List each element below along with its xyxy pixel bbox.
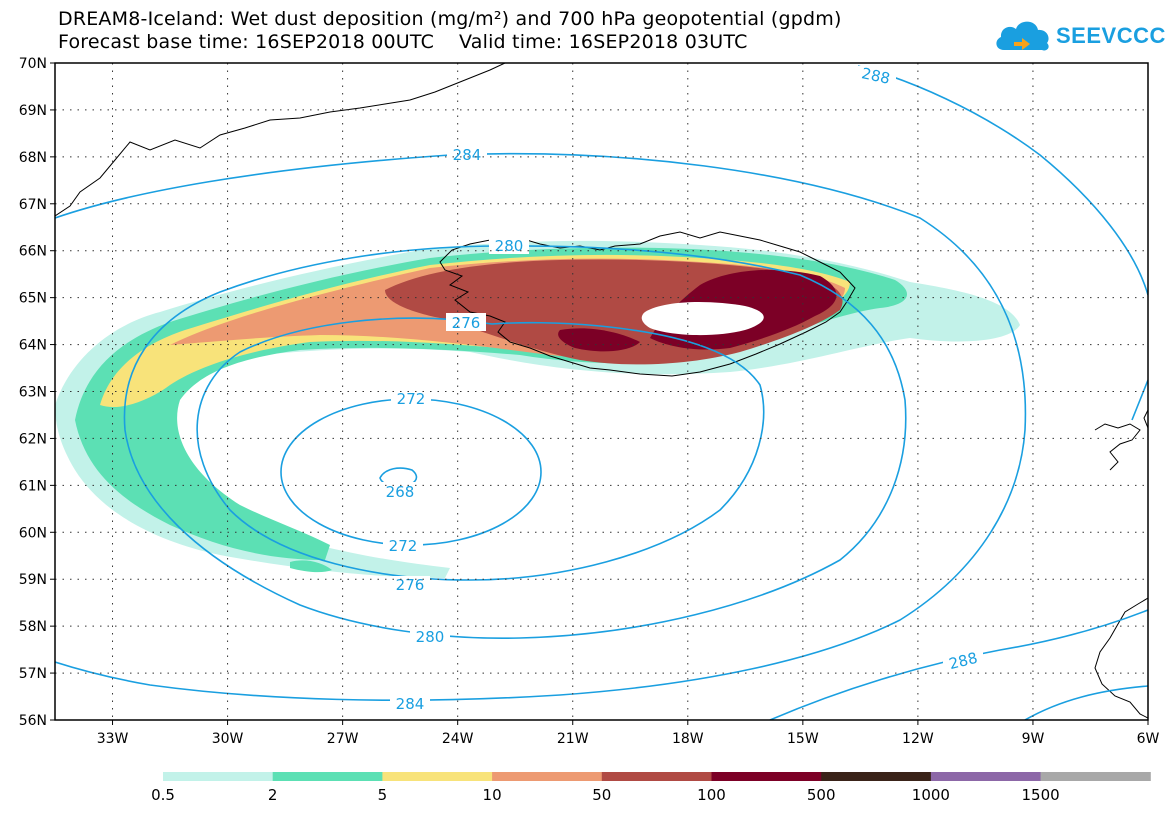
latitude-label: 62N (19, 431, 47, 447)
map-frame (54, 62, 1149, 721)
deposition-gap (641, 302, 764, 336)
legend-swatch (711, 772, 822, 781)
color-legend: 0.5 2 5 10 50 100 500 1000 1500 (151, 772, 1151, 804)
legend-swatch (930, 772, 1042, 781)
latitude-label: 58N (19, 619, 47, 635)
contour-288-corner (1024, 685, 1148, 720)
latitude-label: 69N (19, 103, 47, 119)
contour-label-276: 276 (452, 314, 481, 332)
legend-swatch (382, 772, 493, 781)
contour-labels: 268 272 272 276 276 280 280 284 284 288 … (381, 64, 983, 713)
latitude-label: 64N (19, 338, 47, 354)
longitude-label: 12W (902, 731, 934, 747)
iceland-coastline (439, 231, 856, 377)
graticule (55, 63, 1148, 720)
legend-label: 10 (483, 786, 502, 804)
contour-288-right (1131, 379, 1148, 421)
deposition-band-100 (558, 328, 640, 352)
logo-wordmark: SEEVCCC (1056, 23, 1166, 48)
legend-swatch (601, 772, 712, 781)
latitude-label: 61N (19, 478, 47, 494)
seevccc-logo: SEEVCCC (992, 14, 1165, 56)
geopotential-contours (55, 65, 1148, 720)
latitude-label: 56N (19, 713, 47, 729)
legend-swatch (272, 772, 383, 781)
latitude-label: 68N (19, 150, 47, 166)
longitude-label: 33W (97, 731, 129, 747)
legend-label: 1500 (1022, 786, 1060, 804)
contour-288-top (857, 65, 1148, 296)
contour-label-272: 272 (397, 390, 426, 408)
contour-288-bottom (769, 609, 1148, 720)
longitude-label: 27W (327, 731, 359, 747)
contour-label-284: 284 (453, 146, 482, 164)
latitude-labels: 70N 69N 68N 67N 66N 65N 64N 63N 62N 61N 60N 59N 58N 5… (19, 56, 55, 729)
legend-swatch (821, 772, 932, 781)
greenland-coastline (55, 63, 506, 217)
latitude-label: 67N (19, 197, 47, 213)
legend-label: 1000 (912, 786, 950, 804)
norway-coastline (1143, 409, 1148, 429)
contour-label-272: 272 (389, 537, 418, 555)
legend-label: 2 (268, 786, 278, 804)
deposition-patch (290, 560, 332, 573)
latitude-label: 63N (19, 385, 47, 401)
legend-swatch (163, 772, 274, 781)
longitude-label: 15W (787, 731, 819, 747)
longitude-label: 6W (1137, 731, 1160, 747)
coastlines (55, 63, 1148, 719)
latitude-label: 65N (19, 291, 47, 307)
legend-label: 0.5 (151, 786, 175, 804)
map-title: DREAM8-Iceland: Wet dust deposition (mg/… (58, 8, 842, 30)
longitude-label: 18W (672, 731, 704, 747)
contour-272 (280, 398, 542, 546)
scotland-coastline (1094, 597, 1148, 719)
latitude-label: 59N (19, 572, 47, 588)
latitude-label: 60N (19, 525, 47, 541)
legend-label: 500 (807, 786, 836, 804)
contour-label-284: 284 (396, 695, 425, 713)
latitude-label: 57N (19, 666, 47, 682)
contour-label-280: 280 (495, 237, 524, 255)
legend-label: 100 (697, 786, 726, 804)
longitude-label: 9W (1022, 731, 1045, 747)
longitude-label: 30W (212, 731, 244, 747)
legend-label: 50 (592, 786, 611, 804)
contour-label-276: 276 (396, 576, 425, 594)
legend-swatch (492, 772, 603, 781)
longitude-label: 21W (557, 731, 589, 747)
contour-label-288: 288 (860, 64, 892, 88)
cloud-icon (996, 21, 1049, 51)
contour-label-268: 268 (386, 483, 415, 501)
legend-label: 5 (378, 786, 388, 804)
legend-swatch (1040, 772, 1151, 781)
contour-label-280: 280 (416, 628, 445, 646)
contour-284 (55, 152, 1027, 701)
faroe-coastline (1094, 423, 1141, 471)
latitude-label: 70N (19, 56, 47, 72)
latitude-label: 66N (19, 244, 47, 260)
longitude-label: 24W (442, 731, 474, 747)
map-subtitle: Forecast base time: 16SEP2018 00UTC Vali… (58, 31, 748, 53)
longitude-labels: 33W 30W 27W 24W 21W 18W 15W 12W 9W 6W (97, 720, 1160, 747)
contour-280 (123, 245, 907, 640)
